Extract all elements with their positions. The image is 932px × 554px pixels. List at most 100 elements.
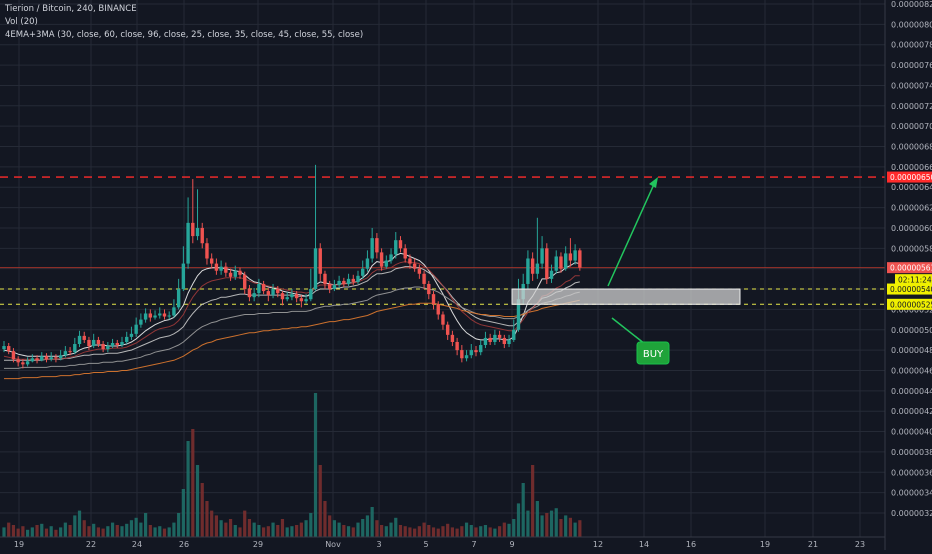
x-tick-label: 5	[423, 540, 428, 549]
volume-bar	[328, 515, 332, 537]
candle-body	[247, 289, 252, 298]
volume-bar	[564, 515, 568, 537]
candle-body	[68, 351, 72, 353]
volume-bar	[512, 519, 516, 537]
volume-bar	[172, 522, 176, 537]
candle-body	[431, 294, 436, 305]
volume-bar	[44, 528, 49, 537]
volume-bar	[262, 527, 266, 537]
volume-bar	[26, 529, 30, 537]
candle-body	[176, 289, 181, 308]
volume-bar	[134, 517, 138, 537]
candle-body	[214, 263, 219, 271]
volume-bar	[299, 522, 303, 537]
volume-bar	[96, 527, 100, 537]
volume-bar	[92, 523, 96, 537]
candle-body	[573, 250, 577, 261]
x-tick-label: 16	[686, 540, 696, 549]
candle-body	[512, 329, 516, 340]
candle-body	[40, 356, 44, 361]
volume-bar	[266, 526, 270, 537]
candle-body	[11, 351, 16, 360]
volume-bar	[526, 510, 530, 537]
volume-bar	[578, 520, 582, 537]
candle-body	[271, 289, 275, 296]
x-tick-label: 22	[86, 540, 96, 549]
candle-body	[403, 248, 407, 259]
candle-body	[25, 361, 30, 365]
volume-bar	[59, 527, 63, 537]
volume-bar	[337, 522, 341, 537]
volume-bar	[110, 522, 115, 537]
candle-body	[488, 337, 492, 342]
candle-body	[106, 346, 110, 350]
candle-body	[63, 351, 68, 356]
volume-bar	[139, 522, 143, 537]
price-label-bg	[887, 171, 932, 183]
x-tick-label: 23	[855, 540, 865, 549]
volume-bar	[375, 520, 379, 537]
candle-body	[502, 337, 507, 345]
ma-line	[4, 286, 580, 369]
candle-body	[554, 256, 558, 271]
volume-bar	[460, 526, 464, 537]
candle-body	[54, 357, 58, 359]
candle-body	[417, 268, 422, 274]
x-tick-label: 19	[760, 540, 770, 549]
volume-bars	[2, 393, 582, 537]
candle-body	[389, 254, 393, 261]
volume-bar	[210, 510, 214, 537]
volume-bar	[427, 525, 431, 537]
symbol-title[interactable]: Tierion / Bitcoin, 240, BINANCE	[5, 4, 137, 14]
volume-bar	[148, 525, 152, 537]
candle-body	[96, 339, 101, 345]
candle-body	[299, 298, 304, 302]
volume-bar	[488, 527, 492, 537]
ma-indicator-label[interactable]: 4EMA+3MA (30, close, 60, close, 96, clos…	[5, 30, 364, 40]
volume-bar	[295, 525, 299, 537]
time-axis[interactable]: 19 22 24 26 29 Nov 3 5 7 9 12 14 16 19 21 23	[0, 536, 885, 549]
candle-body	[394, 240, 398, 255]
candle-body	[342, 280, 346, 284]
volume-bar	[214, 515, 218, 537]
volume-bar	[361, 519, 365, 537]
candle-body	[460, 350, 464, 359]
volume-bar	[521, 483, 525, 537]
volume-bar	[77, 510, 82, 537]
volume-bar	[11, 525, 16, 537]
candle-body	[309, 289, 313, 300]
candle-body	[497, 334, 502, 338]
candle-body	[167, 315, 171, 317]
countdown-bg	[895, 274, 932, 286]
candle-body	[233, 270, 237, 277]
candle-body	[479, 345, 483, 353]
x-tick-label: 24	[132, 540, 142, 549]
x-tick-label: Nov	[325, 540, 341, 549]
volume-indicator-label[interactable]: Vol (20)	[5, 17, 38, 27]
volume-bar	[559, 519, 563, 537]
candle-body	[21, 362, 25, 365]
candles	[2, 164, 582, 369]
candle-body	[228, 272, 233, 277]
candle-body	[535, 263, 540, 274]
volume-bar	[413, 528, 417, 537]
volume-bar	[455, 528, 459, 537]
candle-body	[2, 346, 6, 350]
callout-line	[611, 317, 646, 345]
volume-bar	[464, 522, 469, 537]
